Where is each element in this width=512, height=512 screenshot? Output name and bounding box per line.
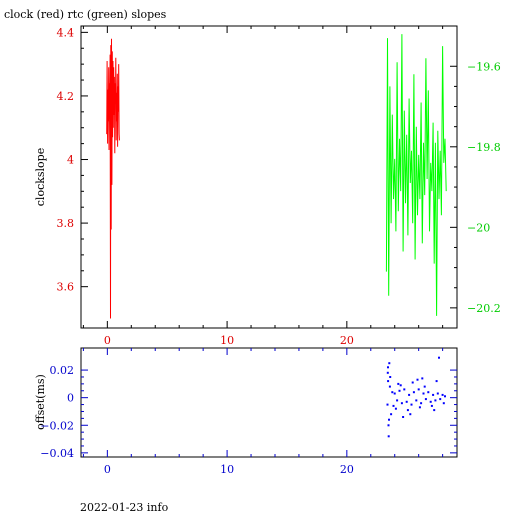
offset-point	[387, 435, 390, 438]
top-right-axis: −20.2 −20 −19.8 −19.6	[450, 60, 501, 315]
offset-point	[388, 418, 390, 421]
offset-point	[442, 402, 445, 405]
offset-point	[412, 391, 415, 394]
offset-point	[391, 391, 394, 394]
offset-tick-label: −0.04	[40, 447, 74, 460]
offset-point	[408, 393, 411, 396]
offset-point	[388, 362, 391, 365]
slope-series	[106, 34, 447, 319]
offset-point	[402, 416, 405, 418]
x-tick-label: 0	[104, 334, 111, 347]
offset-point	[396, 399, 399, 402]
offset-point	[432, 393, 435, 396]
left-tick-label: 4.2	[57, 90, 75, 103]
plot-title: clock (red) rtc (green) slopes	[4, 8, 167, 21]
offset-point	[430, 404, 433, 407]
offset-point	[403, 388, 406, 391]
offset-tick-label: −0.02	[40, 419, 74, 432]
offset-point	[438, 356, 440, 359]
offset-point	[399, 384, 402, 387]
left-tick-label: 4	[67, 154, 74, 167]
offset-point	[387, 366, 389, 369]
offset-point	[388, 385, 391, 388]
rtc-slope-line	[385, 34, 447, 316]
bottom-plot-frame	[80, 347, 458, 458]
offset-point	[400, 402, 403, 405]
right-tick-label: −19.8	[467, 141, 501, 154]
offset-point	[423, 385, 426, 388]
offset-point	[429, 400, 432, 403]
offset-point	[390, 413, 393, 416]
offset-point	[387, 380, 390, 383]
left-tick-label: 3.6	[57, 281, 75, 294]
x-tick-label: 10	[220, 334, 234, 347]
offset-point	[389, 376, 392, 378]
clock-rtc-slope-plot: clock (red) rtc (green) slopes clockslop…	[4, 8, 501, 347]
offset-point	[392, 404, 395, 407]
offset-point	[439, 398, 442, 401]
offset-point	[386, 403, 389, 406]
offset-point	[433, 409, 436, 412]
left-tick-label: 3.8	[57, 217, 75, 230]
offset-point	[415, 399, 418, 402]
clock-slope-line	[106, 38, 120, 319]
offset-x-tick-label: 20	[340, 463, 354, 476]
offset-point	[421, 377, 424, 380]
offset-point	[387, 424, 390, 427]
offset-point	[441, 393, 444, 396]
offset-point	[394, 407, 397, 410]
offset-point	[436, 392, 439, 395]
offset-plot: offset(ms) 0.02 0 −0.02 −0.04 0 10 20	[34, 347, 458, 476]
offset-point	[386, 371, 389, 374]
offset-point	[405, 400, 408, 403]
right-tick-label: −19.6	[467, 60, 501, 73]
offset-point	[406, 409, 409, 412]
bottom-left-axis: 0.02 0 −0.02 −0.04	[40, 364, 457, 460]
top-x-axis: 0 10 20	[82, 26, 444, 347]
offset-point	[435, 380, 438, 383]
top-left-axis: 3.6 3.8 4 4.2 4.4	[57, 26, 88, 294]
offset-point	[418, 406, 421, 409]
offset-point	[422, 392, 425, 395]
offset-point	[397, 382, 400, 385]
offset-point	[393, 392, 396, 395]
footer-date-info: 2022-01-23 info	[80, 501, 169, 512]
offset-tick-label: 0.02	[50, 364, 75, 377]
left-tick-label: 4.4	[57, 26, 75, 39]
offset-x-tick-label: 10	[220, 463, 234, 476]
bottom-y-axis-label: offset(ms)	[34, 374, 47, 430]
offset-point	[420, 402, 423, 405]
offset-point	[417, 388, 420, 391]
offset-point	[411, 381, 414, 384]
offset-point	[444, 395, 446, 398]
offset-point	[434, 399, 437, 402]
offset-tick-label: 0	[67, 392, 74, 405]
offset-point	[410, 403, 413, 406]
top-y-axis-label: clockslope	[34, 148, 47, 206]
x-tick-label: 20	[340, 334, 354, 347]
right-tick-label: −20.2	[467, 302, 501, 315]
offset-point	[409, 413, 412, 416]
offset-points	[386, 356, 446, 438]
right-tick-label: −20	[467, 221, 490, 234]
offset-point	[427, 391, 430, 394]
offset-point	[424, 398, 427, 401]
bottom-x-axis: 0 10 20	[82, 348, 444, 476]
offset-point	[416, 378, 419, 381]
offset-x-tick-label: 0	[104, 463, 111, 476]
top-plot-frame	[80, 25, 458, 329]
offset-point	[398, 389, 401, 392]
